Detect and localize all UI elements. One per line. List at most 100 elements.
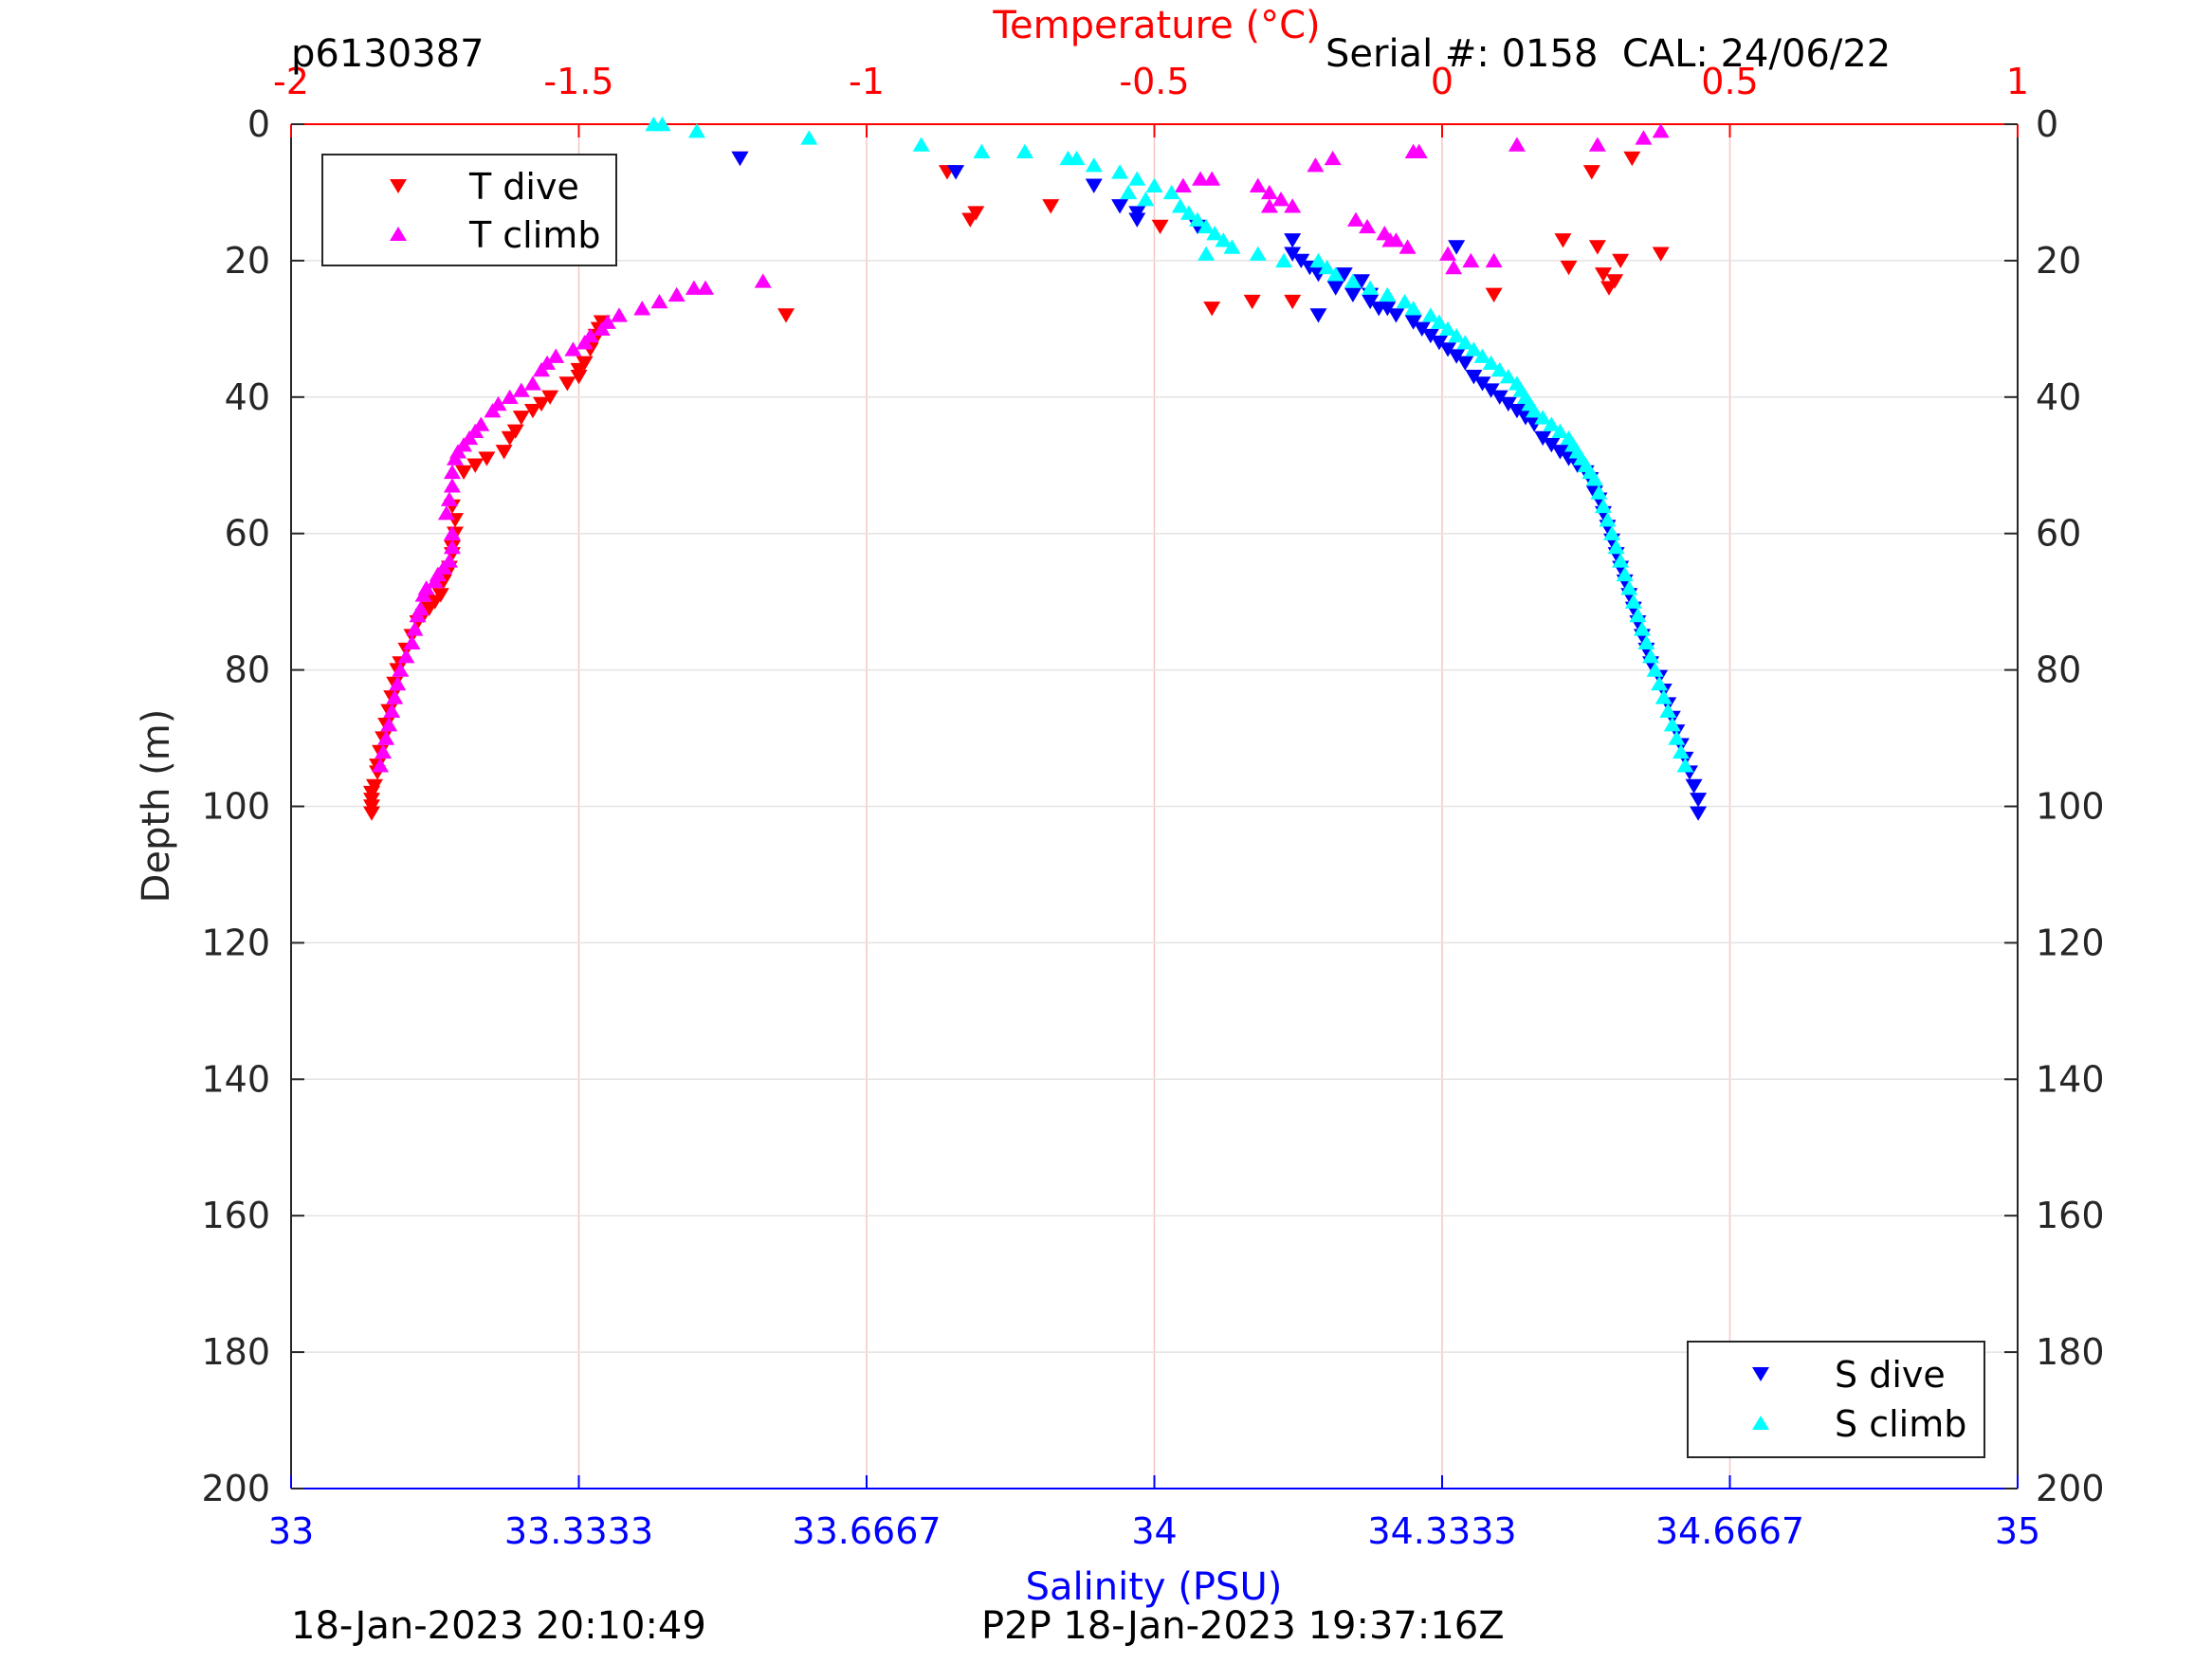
t-dive-point (1623, 151, 1641, 167)
s-climb-point (1499, 369, 1517, 384)
s-dive-point (1344, 287, 1362, 302)
t-climb-point (667, 286, 686, 302)
s-climb-point (1396, 293, 1414, 309)
t-climb-legend-label: T climb (468, 214, 600, 256)
s-climb-point (1309, 252, 1327, 268)
t-dive-point (478, 451, 496, 466)
s-climb-point (1068, 150, 1086, 166)
s-climb-point (1430, 314, 1448, 329)
t-climb-point (1174, 177, 1192, 192)
s-dive-legend-marker (1752, 1367, 1769, 1381)
s-climb-point (1379, 286, 1397, 302)
temperature-tick-label: -1.5 (543, 61, 613, 102)
depth-tick-label-left: 120 (201, 922, 270, 963)
temperature-tick-label: 0 (1431, 61, 1453, 102)
s-climb-point (1326, 266, 1344, 282)
s-dive-point (1473, 376, 1491, 392)
depth-tick-label-right: 180 (2036, 1331, 2105, 1373)
s-dive-point (1685, 778, 1703, 795)
t-climb-point (650, 293, 668, 309)
t-climb-point (1203, 171, 1221, 186)
t-climb-point (1635, 130, 1653, 145)
s-dive-point (1404, 315, 1422, 330)
t-climb-legend-marker (390, 227, 407, 241)
s-climb-point (687, 123, 705, 138)
t-dive-point (558, 376, 576, 392)
s-climb-point (1672, 743, 1690, 759)
s-climb-point (1137, 192, 1155, 207)
depth-tick-label-right: 200 (2036, 1468, 2105, 1509)
s-climb-point (1629, 607, 1647, 623)
t-climb-point (610, 307, 628, 322)
s-climb-point (1179, 205, 1197, 220)
s-climb-point (1620, 580, 1638, 595)
axis-ticks (290, 123, 2019, 1489)
s-climb-point (1599, 512, 1617, 527)
t-dive-point (541, 390, 559, 405)
t-climb-point (1359, 218, 1377, 234)
t-climb-point (523, 375, 541, 391)
t-climb-point (564, 341, 582, 356)
s-climb-point (1421, 307, 1439, 322)
render-timestamp: 18-Jan-2023 20:10:49 (291, 1604, 706, 1648)
t-climb-point (633, 301, 651, 316)
t-climb-point (443, 478, 461, 493)
depth-tick-label-left: 100 (201, 786, 270, 828)
t-dive-point (366, 778, 384, 795)
s-climb-point (1465, 341, 1483, 356)
t-climb-point (386, 689, 404, 704)
s-climb-point (1633, 621, 1651, 636)
s-climb-point (800, 130, 818, 145)
s-climb-point (973, 143, 991, 158)
temperature-legend-box (321, 154, 617, 266)
t-dive-point (466, 458, 484, 473)
s-climb-point (653, 116, 671, 132)
temperature-axis-title: Temperature (°C) (992, 4, 1320, 47)
t-climb-point (1652, 123, 1670, 138)
s-climb-point (1616, 566, 1634, 582)
salinity-tick-label: 35 (1995, 1510, 2040, 1552)
s-climb-point (1120, 184, 1138, 200)
t-climb-point (443, 464, 461, 480)
t-climb-point (472, 416, 490, 431)
s-climb-point (1551, 423, 1569, 438)
depth-tick-label-left: 0 (247, 103, 270, 145)
s-climb-point (1651, 675, 1669, 691)
t-climb-point (1260, 184, 1278, 200)
t-dive-point (1582, 165, 1600, 180)
s-climb-point (1275, 252, 1293, 268)
depth-tick-label-left: 160 (201, 1195, 270, 1236)
s-dive-point (1499, 396, 1517, 412)
s-climb-point (1637, 634, 1655, 650)
salinity-tick-label: 33 (268, 1510, 314, 1552)
t-dive-point (455, 465, 473, 481)
p2p-timestamp: P2P 18-Jan-2023 19:37:16Z (981, 1604, 1505, 1648)
t-climb-point (417, 580, 435, 595)
s-dive-point (947, 165, 965, 180)
profile-id: p6130387 (291, 32, 484, 76)
depth-tick-label-right: 100 (2036, 786, 2105, 828)
depth-tick-label-right: 160 (2036, 1195, 2105, 1236)
s-climb-point (1197, 218, 1216, 234)
temperature-tick-label: -2 (273, 61, 309, 102)
s-dive-point (1465, 370, 1483, 385)
s-dive-point (1421, 328, 1439, 344)
salinity-legend: S dive S climb (1687, 1341, 1985, 1458)
t-dive-point (777, 308, 795, 323)
s-climb-point (1659, 703, 1677, 718)
s-climb-point (1560, 429, 1578, 446)
salinity-tick-label: 34 (1131, 1510, 1177, 1552)
t-dive-point (967, 206, 985, 221)
s-dive-point (1690, 806, 1708, 821)
t-climb-point (1485, 252, 1503, 268)
t-climb-point (397, 649, 415, 664)
s-dive-point (1128, 212, 1146, 228)
t-dive-point (1203, 302, 1221, 317)
s-climb-point (1145, 177, 1163, 192)
t-climb-point (539, 355, 557, 371)
t-climb-point (1410, 143, 1428, 158)
s-dive-point (1456, 356, 1474, 371)
s-climb-point (1215, 232, 1233, 247)
s-climb-point (1642, 649, 1660, 664)
